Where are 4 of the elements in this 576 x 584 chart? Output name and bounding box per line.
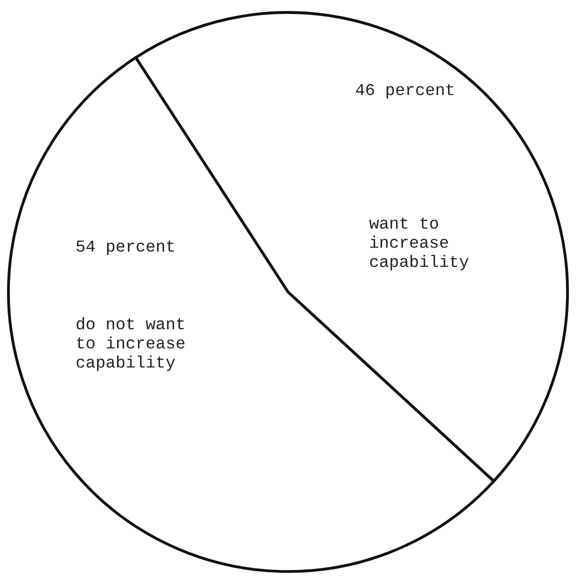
data-label: 54 percent xyxy=(76,240,174,256)
data-label: 46 percent xyxy=(356,84,454,99)
slice-label: do not want to increase capability xyxy=(76,317,184,372)
slice-label: want to increase capability xyxy=(369,218,469,270)
